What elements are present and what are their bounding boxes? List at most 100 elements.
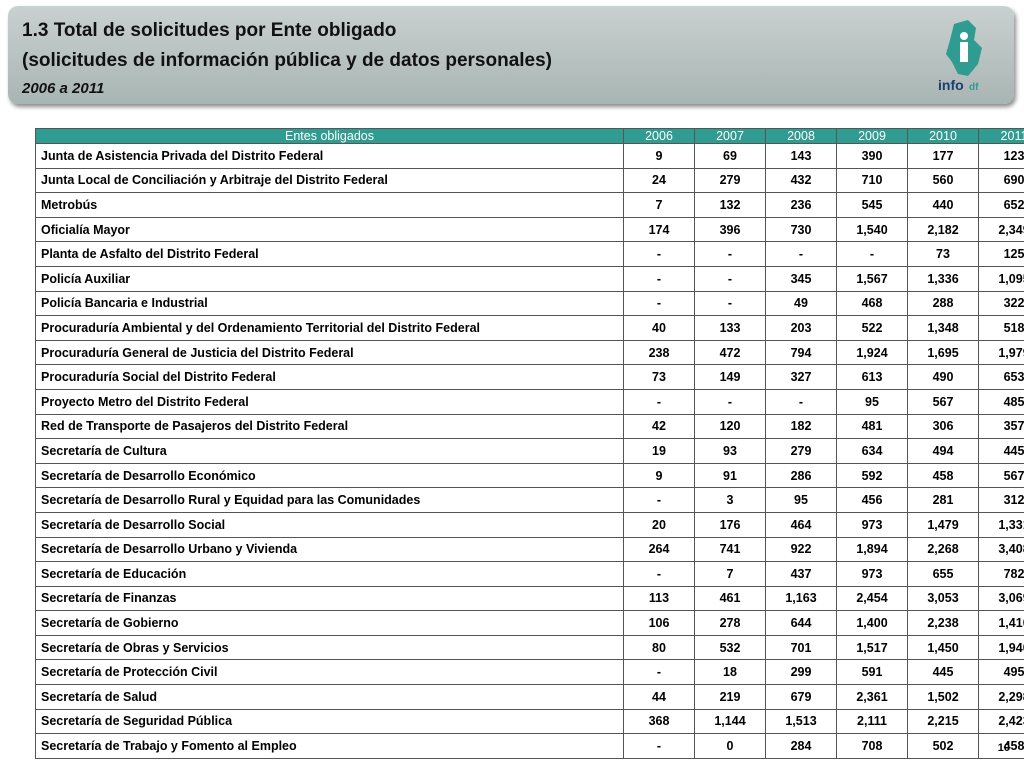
cell-value: 468: [836, 290, 908, 317]
column-header: 2007: [694, 128, 766, 144]
cell-value: 95: [765, 487, 837, 513]
cell-value: -: [623, 487, 695, 513]
entity-name: Red de Transporte de Pasajeros del Distr…: [35, 413, 624, 440]
entity-name: Secretaría de Educación: [35, 561, 624, 587]
table-row: Policía Bancaria e Industrial - -49 468 288 3…: [35, 290, 1024, 317]
cell-value: 219: [694, 684, 766, 710]
cell-value: 1,348: [907, 315, 979, 341]
cell-value: -: [623, 561, 695, 587]
cell-value: 1,695: [907, 339, 979, 366]
cell-value: 18: [694, 659, 766, 686]
cell-value: 236: [765, 192, 837, 218]
cell-value: 284: [765, 733, 837, 759]
cell-value: 281: [907, 487, 979, 513]
cell-value: 1,336: [907, 265, 979, 292]
table-row: Junta Local de Conciliación y Arbitraje …: [35, 167, 1024, 194]
entity-name: Secretaría de Desarrollo Económico: [35, 462, 624, 489]
cell-value: -: [623, 241, 695, 267]
cell-value: 203: [765, 315, 837, 341]
table-row: Secretaría de Protección Civil -18 299 591 4…: [35, 659, 1024, 686]
cell-value: 264: [623, 536, 695, 563]
cell-value: 299: [765, 659, 837, 686]
column-header: Entes obligados: [35, 128, 624, 144]
table-row: Planta de Asfalto del Distrito Federal - -…: [35, 241, 1024, 267]
entity-name: Junta Local de Conciliación y Arbitraje …: [35, 167, 624, 194]
cell-value: 390: [836, 143, 908, 169]
cell-value: 177: [907, 143, 979, 169]
entity-name: Procuraduría General de Justicia del Dis…: [35, 339, 624, 366]
entity-name: Secretaría de Finanzas: [35, 585, 624, 612]
entity-name: Procuraduría Ambiental y del Ordenamient…: [35, 315, 624, 341]
column-header: 2006: [623, 128, 695, 144]
table-row: Procuraduría Ambiental y del Ordenamient…: [35, 315, 1024, 341]
cell-value: 794: [765, 339, 837, 366]
logo-text: df: [969, 82, 979, 93]
cell-value: 91: [694, 462, 766, 489]
table-row: Red de Transporte de Pasajeros del Distr…: [35, 413, 1024, 440]
cell-value: 182: [765, 413, 837, 440]
cell-value: 1,540: [836, 216, 908, 243]
table-row: Procuraduría General de Justicia del Dis…: [35, 339, 1024, 366]
cell-value: 2,349: [978, 216, 1024, 243]
entity-name: Secretaría de Protección Civil: [35, 659, 624, 686]
entity-name: Secretaría de Desarrollo Social: [35, 511, 624, 538]
cell-value: 437: [765, 561, 837, 587]
entity-name: Planta de Asfalto del Distrito Federal: [35, 241, 624, 267]
cell-value: 545: [836, 192, 908, 218]
subtitle: (solicitudes de información pública y de…: [22, 50, 553, 71]
cell-value: 690: [978, 167, 1024, 194]
cell-value: 95: [836, 388, 908, 415]
cell-value: 3,053: [907, 585, 979, 612]
cell-value: 432: [765, 167, 837, 194]
table-row: Secretaría de Desarrollo Rural y Equidad…: [35, 487, 1024, 513]
cell-value: 634: [836, 438, 908, 464]
cell-value: 1,979: [978, 339, 1024, 366]
cell-value: 174: [623, 216, 695, 243]
entity-name: Secretaría de Seguridad Pública: [35, 708, 624, 735]
table-row: Proyecto Metro del Distrito Federal - - -95…: [35, 388, 1024, 415]
cell-value: 490: [907, 364, 979, 390]
cell-value: 0: [694, 733, 766, 759]
cell-value: 1,410: [978, 610, 1024, 636]
cell-value: 278: [694, 610, 766, 636]
cell-value: 322: [978, 290, 1024, 317]
cell-value: 1,924: [836, 339, 908, 366]
cell-value: 567: [907, 388, 979, 415]
cell-value: 238: [623, 339, 695, 366]
cell-value: 1,513: [765, 708, 837, 735]
cell-value: 3,069: [978, 585, 1024, 612]
cell-value: 458: [978, 733, 1024, 759]
cell-value: 3: [694, 487, 766, 513]
entity-name: Secretaría de Cultura: [35, 438, 624, 464]
table-row: Secretaría de Desarrollo Urbano y Vivien…: [35, 536, 1024, 563]
cell-value: 279: [694, 167, 766, 194]
cell-value: 2,182: [907, 216, 979, 243]
cell-value: 2,111: [836, 708, 908, 735]
table-row: Procuraduría Social del Distrito Federal…: [35, 364, 1024, 390]
cell-value: 708: [836, 733, 908, 759]
cell-value: 494: [907, 438, 979, 464]
cell-value: 710: [836, 167, 908, 194]
cell-value: 1,479: [907, 511, 979, 538]
cell-value: -: [836, 241, 908, 267]
table-row: Secretaría de Obras y Servicios 80 532 701 1…: [35, 634, 1024, 661]
cell-value: 286: [765, 462, 837, 489]
cell-value: 42: [623, 413, 695, 440]
cell-value: 445: [978, 438, 1024, 464]
cell-value: 445: [907, 659, 979, 686]
cell-value: 522: [836, 315, 908, 341]
cell-value: 1,095: [978, 265, 1024, 292]
cell-value: 730: [765, 216, 837, 243]
cell-value: 73: [623, 364, 695, 390]
cell-value: 1,163: [765, 585, 837, 612]
cell-value: 461: [694, 585, 766, 612]
cell-value: 40: [623, 315, 695, 341]
cell-value: 1,331: [978, 511, 1024, 538]
page-number: 10: [997, 742, 1010, 754]
cell-value: 560: [907, 167, 979, 194]
cell-value: 123: [978, 143, 1024, 169]
cell-value: 20: [623, 511, 695, 538]
cell-value: 80: [623, 634, 695, 661]
cell-value: 3,408: [978, 536, 1024, 563]
cell-value: 125: [978, 241, 1024, 267]
